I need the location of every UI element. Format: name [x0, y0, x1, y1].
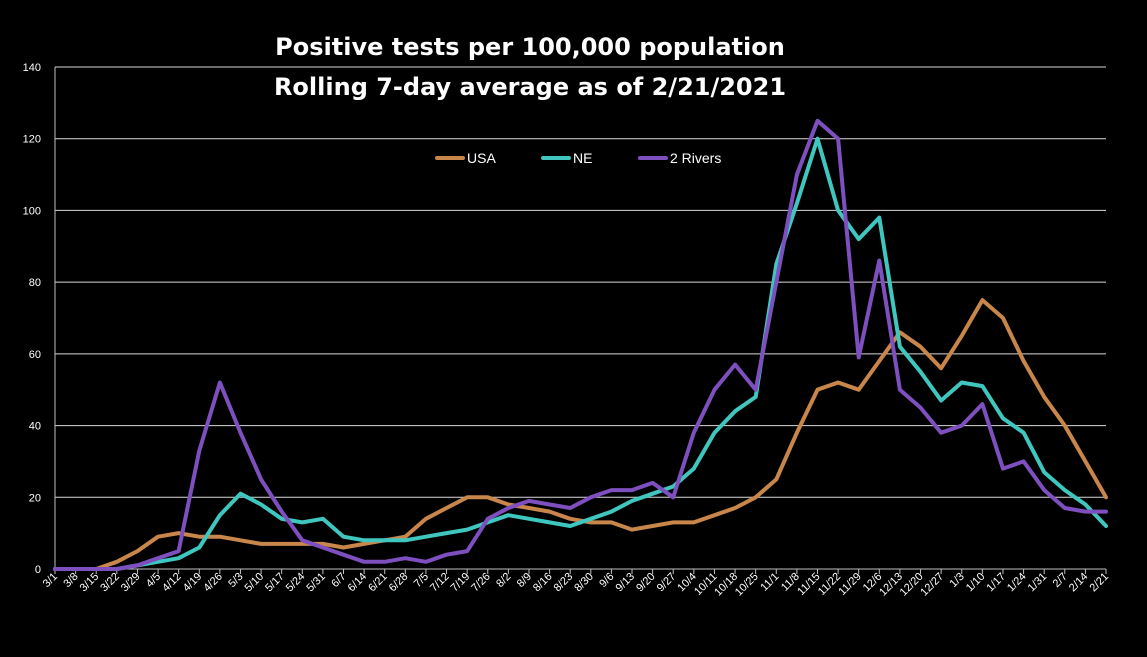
- y-tick-label: 60: [29, 349, 41, 361]
- x-tick-label: 2/14: [1067, 571, 1091, 595]
- y-tick-label: 40: [29, 421, 41, 433]
- x-tick-label: 6/14: [346, 571, 370, 595]
- x-tick-label: 3/15: [78, 571, 102, 595]
- x-tick-label: 9/27: [655, 571, 679, 595]
- x-tick-label: 9/13: [614, 571, 638, 595]
- x-tick-label: 4/26: [201, 571, 225, 595]
- x-tick-label: 11/22: [816, 571, 843, 598]
- x-tick-label: 5/10: [243, 571, 267, 595]
- x-tick-label: 7/12: [428, 571, 452, 595]
- y-tick-label: 0: [35, 564, 41, 576]
- x-tick-label: 7/19: [449, 571, 473, 595]
- x-tick-label: 3/22: [98, 571, 122, 595]
- y-tick-label: 100: [23, 205, 41, 217]
- legend: USA NE 2 Rivers: [435, 150, 721, 166]
- x-tick-label: 1/10: [964, 571, 988, 595]
- x-tick-label: 1/31: [1026, 571, 1050, 595]
- legend-label: USA: [467, 150, 496, 166]
- x-tick-label: 8/30: [572, 571, 596, 595]
- series-line-ne: [53, 136, 1108, 571]
- x-tick-label: 7/26: [469, 571, 493, 595]
- x-tick-label: 4/12: [160, 571, 184, 595]
- x-tick-label: 8/23: [552, 571, 576, 595]
- y-tick-label: 140: [23, 62, 41, 74]
- gridlines: [54, 66, 1106, 570]
- x-tick-label: 11/15: [795, 571, 822, 598]
- x-axis-ticks: 3/1 3/83/153/223/29 4/54/124/194/26 5/35/10…: [41, 569, 1111, 599]
- x-tick-label: 5/31: [304, 571, 328, 595]
- chart-subtitle: Rolling 7-day average as of 2/21/2021: [274, 73, 786, 101]
- x-tick-label: 1/17: [984, 571, 1008, 595]
- series-line-2-rivers: [53, 118, 1108, 571]
- y-tick-label: 20: [29, 492, 41, 504]
- y-axis-ticks: 0 20 40 60 80 100 120 140: [23, 62, 41, 576]
- x-tick-label: 8/16: [531, 571, 555, 595]
- x-tick-label: 6/28: [387, 571, 411, 595]
- x-tick-label: 5/17: [263, 571, 287, 595]
- y-tick-label: 120: [23, 134, 41, 146]
- x-tick-label: 6/21: [366, 571, 390, 595]
- x-tick-label: 8/2: [494, 571, 513, 590]
- x-tick-label: 3/29: [119, 571, 143, 595]
- chart-title: Positive tests per 100,000 population: [275, 33, 785, 61]
- x-tick-label: 11/29: [836, 571, 863, 598]
- x-tick-label: 11/1: [758, 571, 781, 594]
- x-tick-label: 9/20: [634, 571, 658, 595]
- y-tick-label: 80: [29, 277, 41, 289]
- x-tick-label: 10/25: [733, 571, 761, 599]
- x-tick-label: 5/24: [284, 571, 308, 595]
- x-tick-label: 12/27: [918, 571, 946, 599]
- x-tick-label: 1/24: [1005, 571, 1029, 595]
- legend-label: 2 Rivers: [670, 150, 721, 166]
- x-tick-label: 4/19: [181, 571, 205, 595]
- series-lines: [53, 118, 1108, 571]
- x-tick-label: 2/21: [1087, 571, 1111, 595]
- x-tick-label: 3/1: [41, 571, 60, 590]
- legend-label: NE: [573, 150, 592, 166]
